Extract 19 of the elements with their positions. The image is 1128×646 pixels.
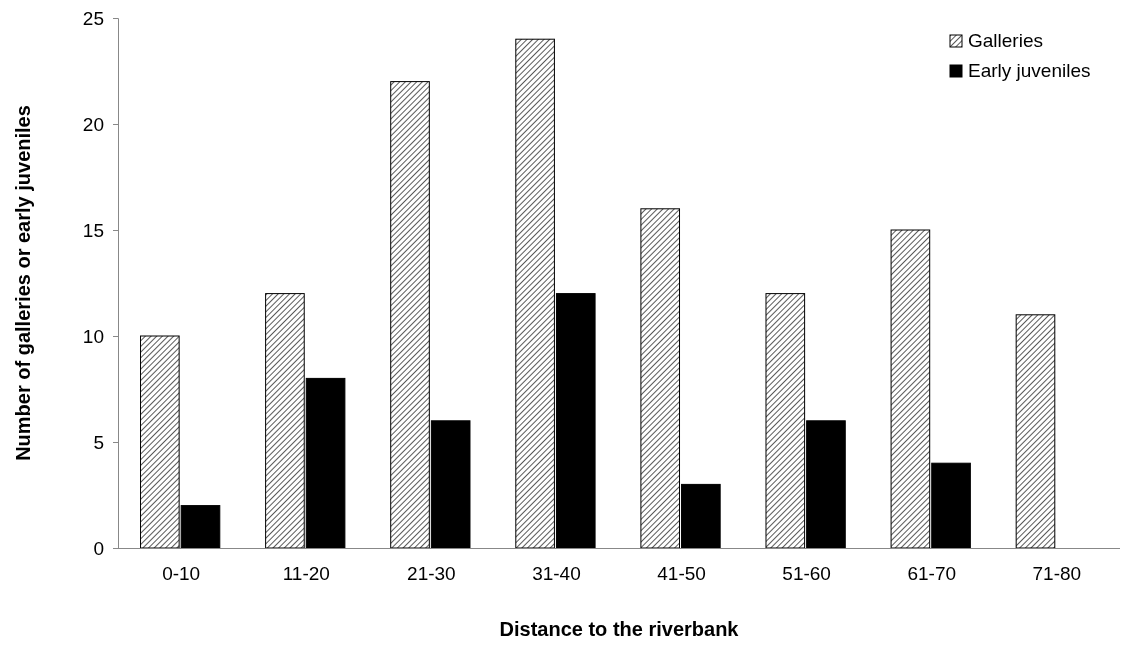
y-tick-label: 20	[82, 113, 104, 135]
x-tick-label: 0-10	[162, 562, 201, 584]
x-tick-label: 51-60	[782, 562, 831, 584]
x-tick-label: 71-80	[1032, 562, 1082, 584]
y-tick-label: 15	[82, 219, 104, 241]
y-tick-label: 5	[93, 431, 104, 453]
legend-label: Early juveniles	[968, 60, 1091, 81]
legend-label: Galleries	[968, 30, 1043, 51]
x-tick-label: 31-40	[532, 562, 581, 584]
y-tick-label: 25	[82, 7, 104, 29]
x-tick-label: 11-20	[282, 562, 330, 584]
bar	[1015, 314, 1056, 549]
y-tick-label: 0	[93, 537, 104, 559]
x-tick-label: 21-30	[407, 562, 456, 584]
y-tick-label: 10	[82, 325, 104, 347]
x-axis-title: Distance to the riverbank	[499, 618, 740, 640]
y-axis-title: Number of galleries or early juveniles	[12, 105, 34, 461]
x-tick-label: 61-70	[907, 562, 957, 584]
x-tick-label: 41-50	[657, 562, 706, 584]
